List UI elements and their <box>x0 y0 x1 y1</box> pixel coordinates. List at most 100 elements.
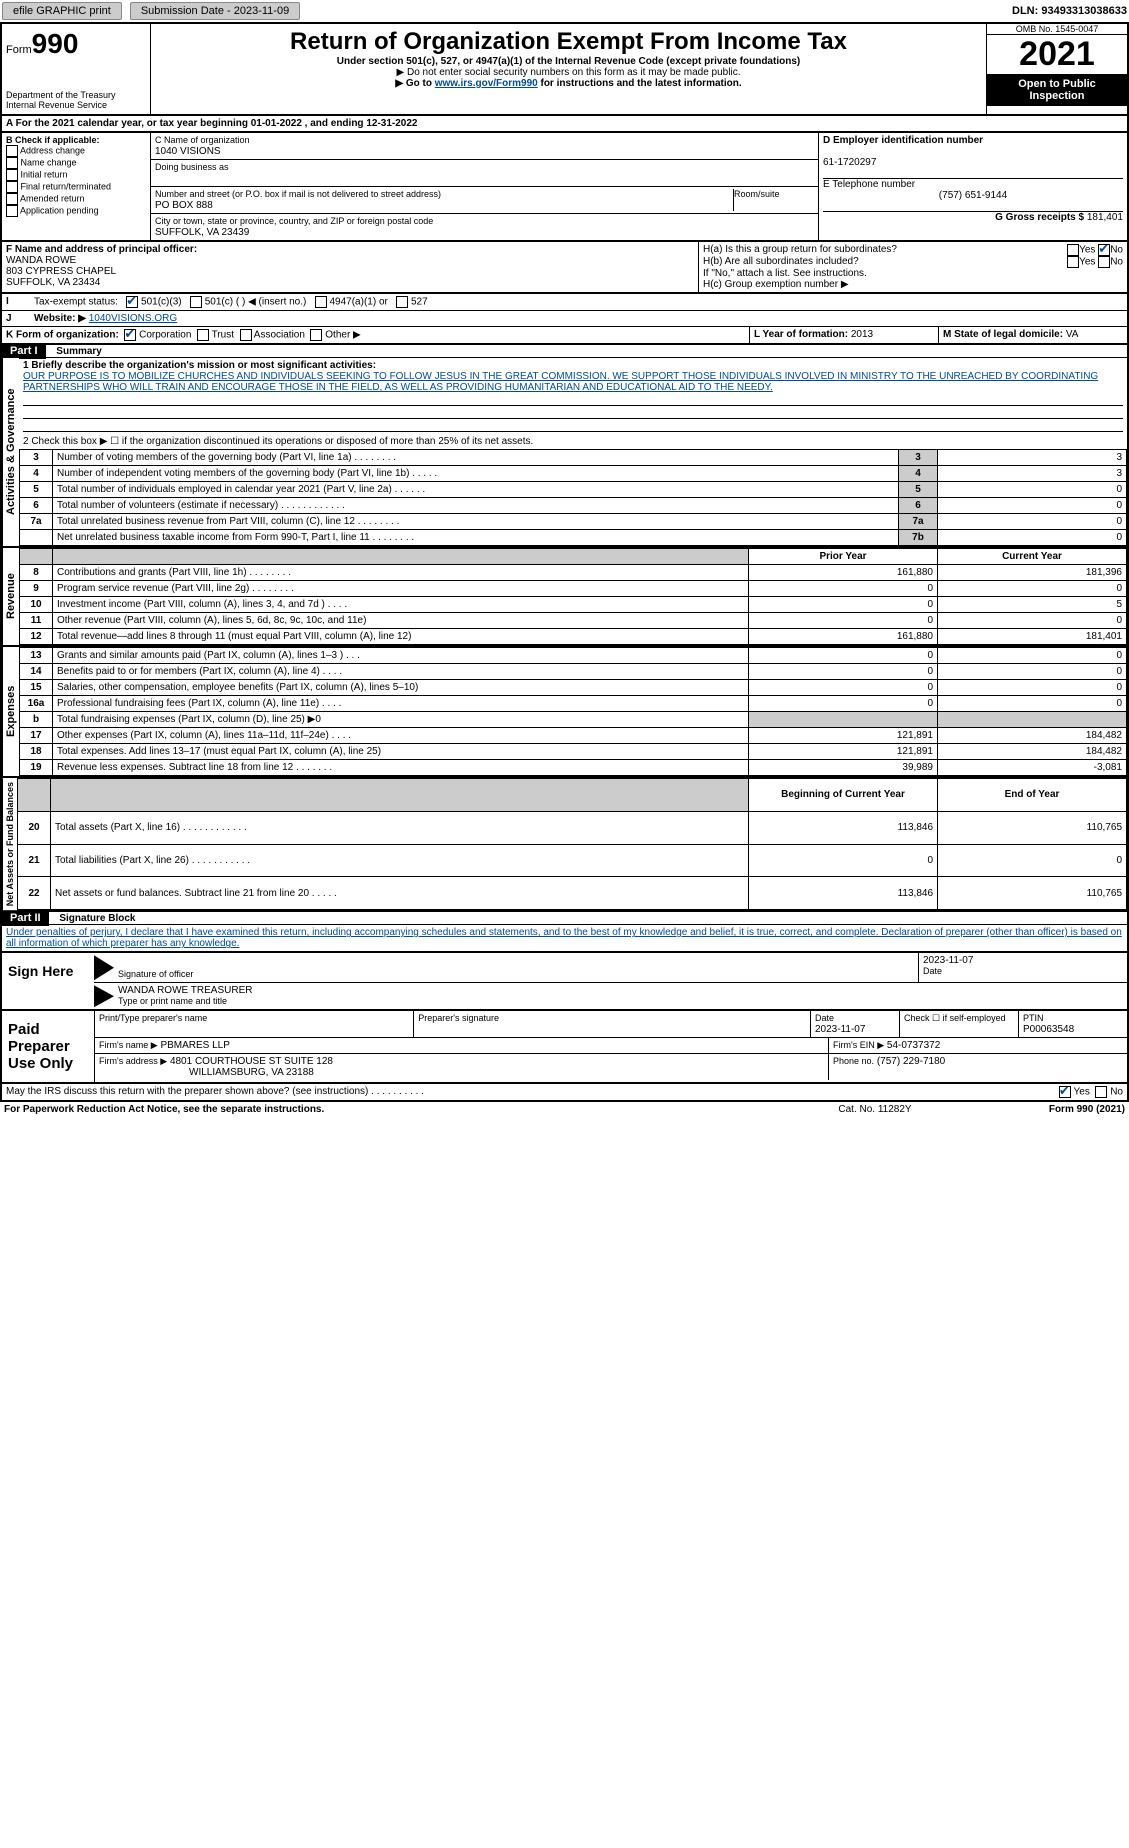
row-prior <box>749 712 938 728</box>
form-subtitle1: Under section 501(c), 527, or 4947(a)(1)… <box>155 56 982 67</box>
m-lbl: M State of legal domicile: <box>943 329 1063 340</box>
table-revenue: Prior Year Current Year8 Contributions a… <box>19 548 1127 645</box>
ag-val: 3 <box>938 450 1127 466</box>
row-curr: 0 <box>938 648 1127 664</box>
line-klm: K Form of organization: Corporation Trus… <box>0 327 1129 345</box>
ag-num: 7a <box>20 514 53 530</box>
vtab-exp: Expenses <box>2 647 19 776</box>
row-num: 21 <box>18 844 51 877</box>
efile-button[interactable]: efile GRAPHIC print <box>2 2 122 20</box>
submission-date-button[interactable]: Submission Date - 2023-11-09 <box>130 2 300 20</box>
section-f: F Name and address of principal officer:… <box>2 242 699 292</box>
k-lbl: K Form of organization: <box>6 330 119 341</box>
table-expenses: 13 Grants and similar amounts paid (Part… <box>19 647 1127 776</box>
form-prefix: Form <box>6 44 32 56</box>
form-header: Form990 Department of the Treasury Inter… <box>0 22 1129 116</box>
row-text: Other expenses (Part IX, column (A), lin… <box>53 728 749 744</box>
cb-ha-yes[interactable] <box>1067 244 1079 256</box>
row-text: Total fundraising expenses (Part IX, col… <box>53 712 749 728</box>
cb-hb-no[interactable] <box>1098 256 1110 268</box>
row-prior: 0 <box>749 648 938 664</box>
cb-501c[interactable] <box>190 296 202 308</box>
f-lbl: F Name and address of principal officer: <box>6 244 197 255</box>
l-lbl: L Year of formation: <box>754 329 848 340</box>
ag-box: 3 <box>899 450 938 466</box>
hb-lbl: H(b) Are all subordinates included? <box>703 256 1067 268</box>
row-prior: 121,891 <box>749 728 938 744</box>
firm-ein: 54-0737372 <box>887 1040 940 1051</box>
cb-address-change[interactable] <box>6 145 18 157</box>
cb-amended[interactable] <box>6 193 18 205</box>
city-val: SUFFOLK, VA 23439 <box>155 227 249 238</box>
ag-text: Total number of volunteers (estimate if … <box>53 498 899 514</box>
row-text: Professional fundraising fees (Part IX, … <box>53 696 749 712</box>
ag-num <box>20 530 53 546</box>
ftr-990: 990 <box>1077 1104 1094 1115</box>
website-link[interactable]: 1040VISIONS.ORG <box>89 313 177 324</box>
i-o3: 4947(a)(1) or <box>329 297 387 308</box>
cb-mayirs-no[interactable] <box>1095 1086 1107 1098</box>
cb-name-change[interactable] <box>6 157 18 169</box>
cb-trust[interactable] <box>197 329 209 341</box>
city-lbl: City or town, state or province, country… <box>155 216 433 226</box>
ag-box: 7a <box>899 514 938 530</box>
l-val: 2013 <box>851 329 873 340</box>
row-num: 11 <box>20 613 53 629</box>
mission-text[interactable]: OUR PURPOSE IS TO MOBILIZE CHURCHES AND … <box>23 371 1098 393</box>
paid-preparer-label: Paid Preparer Use Only <box>2 1011 94 1082</box>
row-curr: 110,765 <box>938 877 1127 910</box>
row-prior: 0 <box>749 696 938 712</box>
cb-corp[interactable] <box>124 329 136 341</box>
cb-assoc[interactable] <box>240 329 252 341</box>
cb-4947[interactable] <box>315 296 327 308</box>
goto-post: for instructions and the latest informat… <box>538 78 742 89</box>
expenses-block: Expenses 13 Grants and similar amounts p… <box>0 647 1129 778</box>
cat-no: Cat. No. 11282Y <box>775 1104 975 1115</box>
i-lbl: Tax-exempt status: <box>34 297 118 308</box>
row-text: Other revenue (Part VIII, column (A), li… <box>53 613 749 629</box>
cb-initial[interactable] <box>6 169 18 181</box>
cb-pending[interactable] <box>6 205 18 217</box>
ha-no: No <box>1110 245 1123 256</box>
ag-num: 5 <box>20 482 53 498</box>
part2-header: Part II Signature Block <box>0 912 1129 924</box>
line-a: A For the 2021 calendar year, or tax yea… <box>0 116 1129 132</box>
form-title: Return of Organization Exempt From Incom… <box>155 28 982 56</box>
firm-addr2: WILLIAMSBURG, VA 23188 <box>99 1067 314 1078</box>
g-lbl: G Gross receipts $ <box>995 212 1084 223</box>
firm-name-lbl: Firm's name ▶ <box>99 1040 158 1050</box>
penalty-link[interactable]: Under penalties of perjury, I declare th… <box>6 927 1122 949</box>
row-text: Salaries, other compensation, employee b… <box>53 680 749 696</box>
row-prior: 121,891 <box>749 744 938 760</box>
row-num: 22 <box>18 877 51 910</box>
row-num: 17 <box>20 728 53 744</box>
row-prior: 0 <box>749 597 938 613</box>
line1: 1 Briefly describe the organization's mi… <box>19 358 1127 434</box>
cb-ha-no[interactable] <box>1098 244 1110 256</box>
prep-name-lbl: Print/Type preparer's name <box>99 1013 207 1023</box>
vtab-net: Net Assets or Fund Balances <box>2 778 17 910</box>
k-o2: Trust <box>212 330 234 341</box>
cb-501c3[interactable] <box>126 296 138 308</box>
sig-date1: 2023-11-07 <box>923 955 973 966</box>
check-self: Check ☐ if self-employed <box>904 1013 1006 1023</box>
cb-mayirs-yes[interactable] <box>1059 1086 1071 1098</box>
row-num: b <box>20 712 53 728</box>
form-subtitle3: ▶ Go to www.irs.gov/Form990 for instruct… <box>155 78 982 89</box>
line-a-text: A For the 2021 calendar year, or tax yea… <box>6 118 417 129</box>
cb-hb-yes[interactable] <box>1067 256 1079 268</box>
irs-link[interactable]: www.irs.gov/Form990 <box>435 78 538 89</box>
i-o1: 501(c)(3) <box>141 297 182 308</box>
ptin-lbl: PTIN <box>1023 1013 1044 1023</box>
header-mid: Return of Organization Exempt From Incom… <box>151 24 986 114</box>
ag-text: Number of voting members of the governin… <box>53 450 899 466</box>
open-public: Open to Public Inspection <box>987 74 1127 106</box>
cb-527[interactable] <box>396 296 408 308</box>
row-prior: 0 <box>749 613 938 629</box>
row-num: 19 <box>20 760 53 776</box>
cb-final[interactable] <box>6 181 18 193</box>
cb-other[interactable] <box>310 329 322 341</box>
addr-val: PO BOX 888 <box>155 200 213 211</box>
ag-box: 5 <box>899 482 938 498</box>
row-text: Total liabilities (Part X, line 26) . . … <box>51 844 749 877</box>
